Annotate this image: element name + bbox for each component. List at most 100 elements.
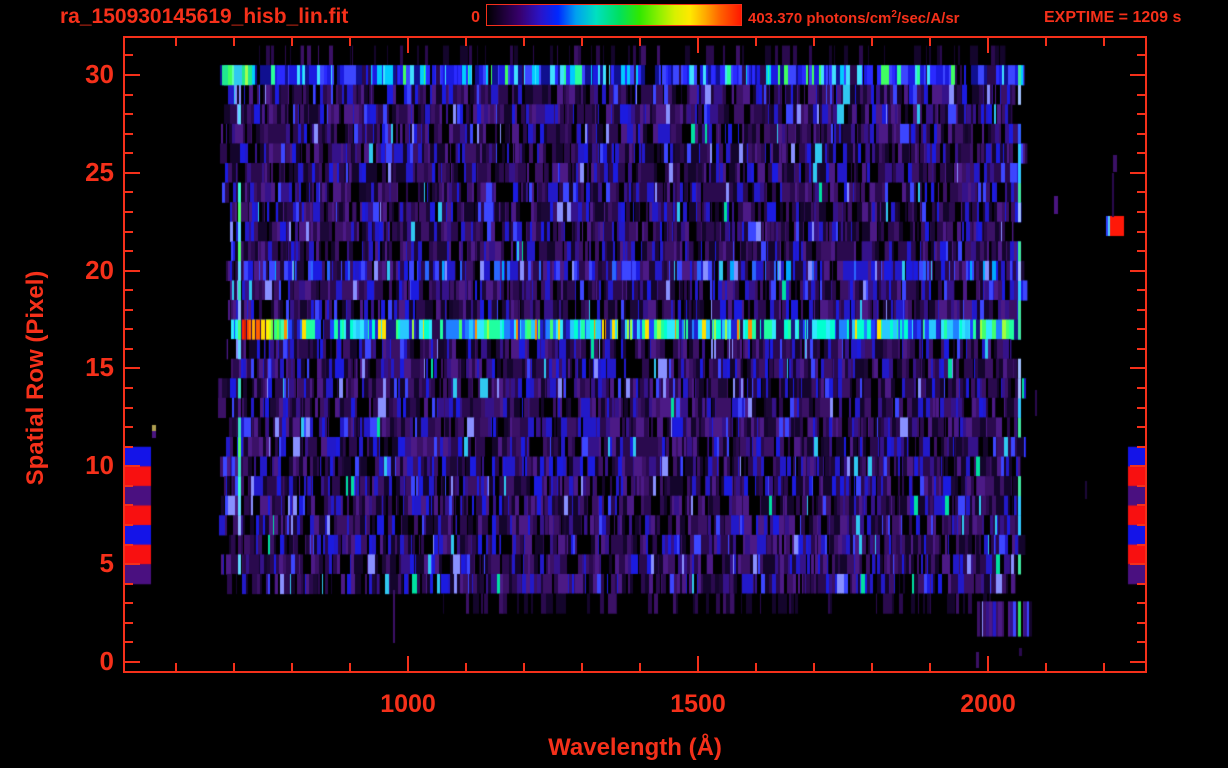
y-axis-tick xyxy=(1130,270,1145,272)
y-axis-tick xyxy=(125,191,133,193)
x-axis-tick xyxy=(871,38,873,46)
y-axis-tick xyxy=(125,289,133,291)
x-axis-tick xyxy=(987,656,989,671)
x-axis-tick xyxy=(291,663,293,671)
y-axis-tick xyxy=(125,583,133,585)
y-axis-tick xyxy=(1137,231,1145,233)
y-axis-tick xyxy=(125,113,133,115)
y-tick-label: 10 xyxy=(85,450,114,480)
y-axis-tick xyxy=(125,270,140,272)
x-axis-tick xyxy=(233,38,235,46)
x-axis-tick xyxy=(1103,663,1105,671)
y-axis-tick xyxy=(125,211,133,213)
y-axis-tick xyxy=(125,387,133,389)
y-axis-tick xyxy=(1137,583,1145,585)
y-axis-tick xyxy=(125,407,133,409)
y-tick-label: 20 xyxy=(85,255,114,285)
y-axis-tick xyxy=(1137,113,1145,115)
y-axis-tick xyxy=(125,172,140,174)
y-axis-tick xyxy=(1137,94,1145,96)
y-axis-tick xyxy=(125,152,133,154)
spectral-image-canvas xyxy=(125,38,1145,671)
x-axis-tick xyxy=(175,663,177,671)
y-axis-tick xyxy=(125,250,133,252)
x-axis-tick xyxy=(1045,663,1047,671)
x-axis-tick xyxy=(349,38,351,46)
x-axis-tick xyxy=(813,38,815,46)
y-tick-label: 15 xyxy=(85,352,114,382)
y-axis-tick xyxy=(125,367,140,369)
y-axis-tick xyxy=(125,661,140,663)
colorbar-min-label: 0 xyxy=(471,9,480,26)
y-axis-tick xyxy=(125,504,133,506)
y-axis-tick xyxy=(1137,602,1145,604)
flux-units-suffix: /sec/A/sr xyxy=(896,10,960,27)
x-axis-tick xyxy=(407,656,409,671)
x-axis-tick xyxy=(407,38,409,53)
x-axis-tick xyxy=(175,38,177,46)
x-axis-tick xyxy=(987,38,989,53)
x-axis-tick xyxy=(1045,38,1047,46)
x-axis-tick xyxy=(929,663,931,671)
x-axis-tick xyxy=(581,663,583,671)
y-axis-tick xyxy=(1137,133,1145,135)
x-axis-tick xyxy=(233,663,235,671)
y-axis-tick xyxy=(1137,622,1145,624)
flux-superscript: 2 xyxy=(891,9,897,20)
y-axis-tick xyxy=(125,446,133,448)
y-axis-tick xyxy=(1137,641,1145,643)
y-axis-tick xyxy=(125,94,133,96)
y-axis-tick xyxy=(1137,328,1145,330)
x-axis-tick xyxy=(755,663,757,671)
x-axis-tick xyxy=(349,663,351,671)
y-axis-tick xyxy=(1130,74,1145,76)
colorbar-max-label: 403.370 photons/cm2/sec/A/sr xyxy=(748,9,960,27)
x-axis-tick xyxy=(465,38,467,46)
x-axis-tick xyxy=(1103,38,1105,46)
x-axis-tick xyxy=(697,656,699,671)
y-axis-tick xyxy=(1137,504,1145,506)
y-axis-tick xyxy=(125,309,133,311)
x-axis-tick xyxy=(929,38,931,46)
y-axis-tick xyxy=(1130,661,1145,663)
plot-frame xyxy=(123,36,1147,673)
y-axis-tick xyxy=(1130,563,1145,565)
y-axis-tick xyxy=(125,485,133,487)
y-axis-tick xyxy=(1137,485,1145,487)
y-axis-tick xyxy=(1137,191,1145,193)
y-axis-tick xyxy=(125,544,133,546)
x-tick-label: 1000 xyxy=(380,690,436,718)
x-axis-tick xyxy=(639,38,641,46)
y-axis-tick xyxy=(1137,407,1145,409)
y-axis-tick xyxy=(125,563,140,565)
y-axis-tick xyxy=(125,524,133,526)
y-tick-label: 5 xyxy=(99,548,114,578)
y-axis-tick xyxy=(1137,152,1145,154)
y-axis-tick xyxy=(1137,211,1145,213)
y-axis-tick xyxy=(1137,250,1145,252)
filename-title: ra_150930145619_hisb_lin.fit xyxy=(60,5,349,28)
y-axis-tick xyxy=(125,641,133,643)
y-axis-tick xyxy=(1130,367,1145,369)
y-axis-tick xyxy=(125,348,133,350)
exptime-label: EXPTIME = 1209 s xyxy=(1044,9,1182,26)
y-axis-tick xyxy=(1130,172,1145,174)
y-axis-tick xyxy=(1130,465,1145,467)
y-axis-tick xyxy=(125,602,133,604)
y-axis-tick xyxy=(1137,426,1145,428)
y-axis-tick xyxy=(1137,446,1145,448)
x-axis-tick xyxy=(639,663,641,671)
x-axis-tick xyxy=(523,38,525,46)
y-axis-tick xyxy=(125,328,133,330)
y-axis-tick xyxy=(125,133,133,135)
x-axis-tick xyxy=(813,663,815,671)
y-axis-tick xyxy=(125,622,133,624)
y-tick-label: 25 xyxy=(85,157,114,187)
y-tick-label: 30 xyxy=(85,59,114,89)
colorbar xyxy=(486,4,742,26)
y-axis-tick xyxy=(1137,309,1145,311)
y-axis-tick xyxy=(1137,387,1145,389)
x-axis-tick xyxy=(697,38,699,53)
x-axis-tick xyxy=(291,38,293,46)
x-tick-label: 2000 xyxy=(960,690,1016,718)
